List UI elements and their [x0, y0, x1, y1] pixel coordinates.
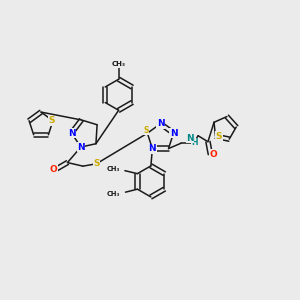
Text: N: N: [157, 119, 164, 128]
Text: S: S: [48, 116, 55, 125]
Text: O: O: [50, 165, 58, 174]
Text: S: S: [93, 159, 100, 168]
Text: N: N: [170, 129, 177, 138]
Text: N: N: [77, 142, 85, 152]
Text: N: N: [148, 144, 156, 153]
Text: CH₃: CH₃: [106, 166, 119, 172]
Text: CH₃: CH₃: [112, 61, 126, 67]
Text: N: N: [68, 129, 75, 138]
Text: S: S: [143, 126, 148, 135]
Text: N: N: [186, 134, 194, 143]
Text: S: S: [216, 132, 222, 141]
Text: H: H: [191, 138, 197, 147]
Text: O: O: [209, 150, 217, 159]
Text: CH₃: CH₃: [107, 191, 120, 197]
